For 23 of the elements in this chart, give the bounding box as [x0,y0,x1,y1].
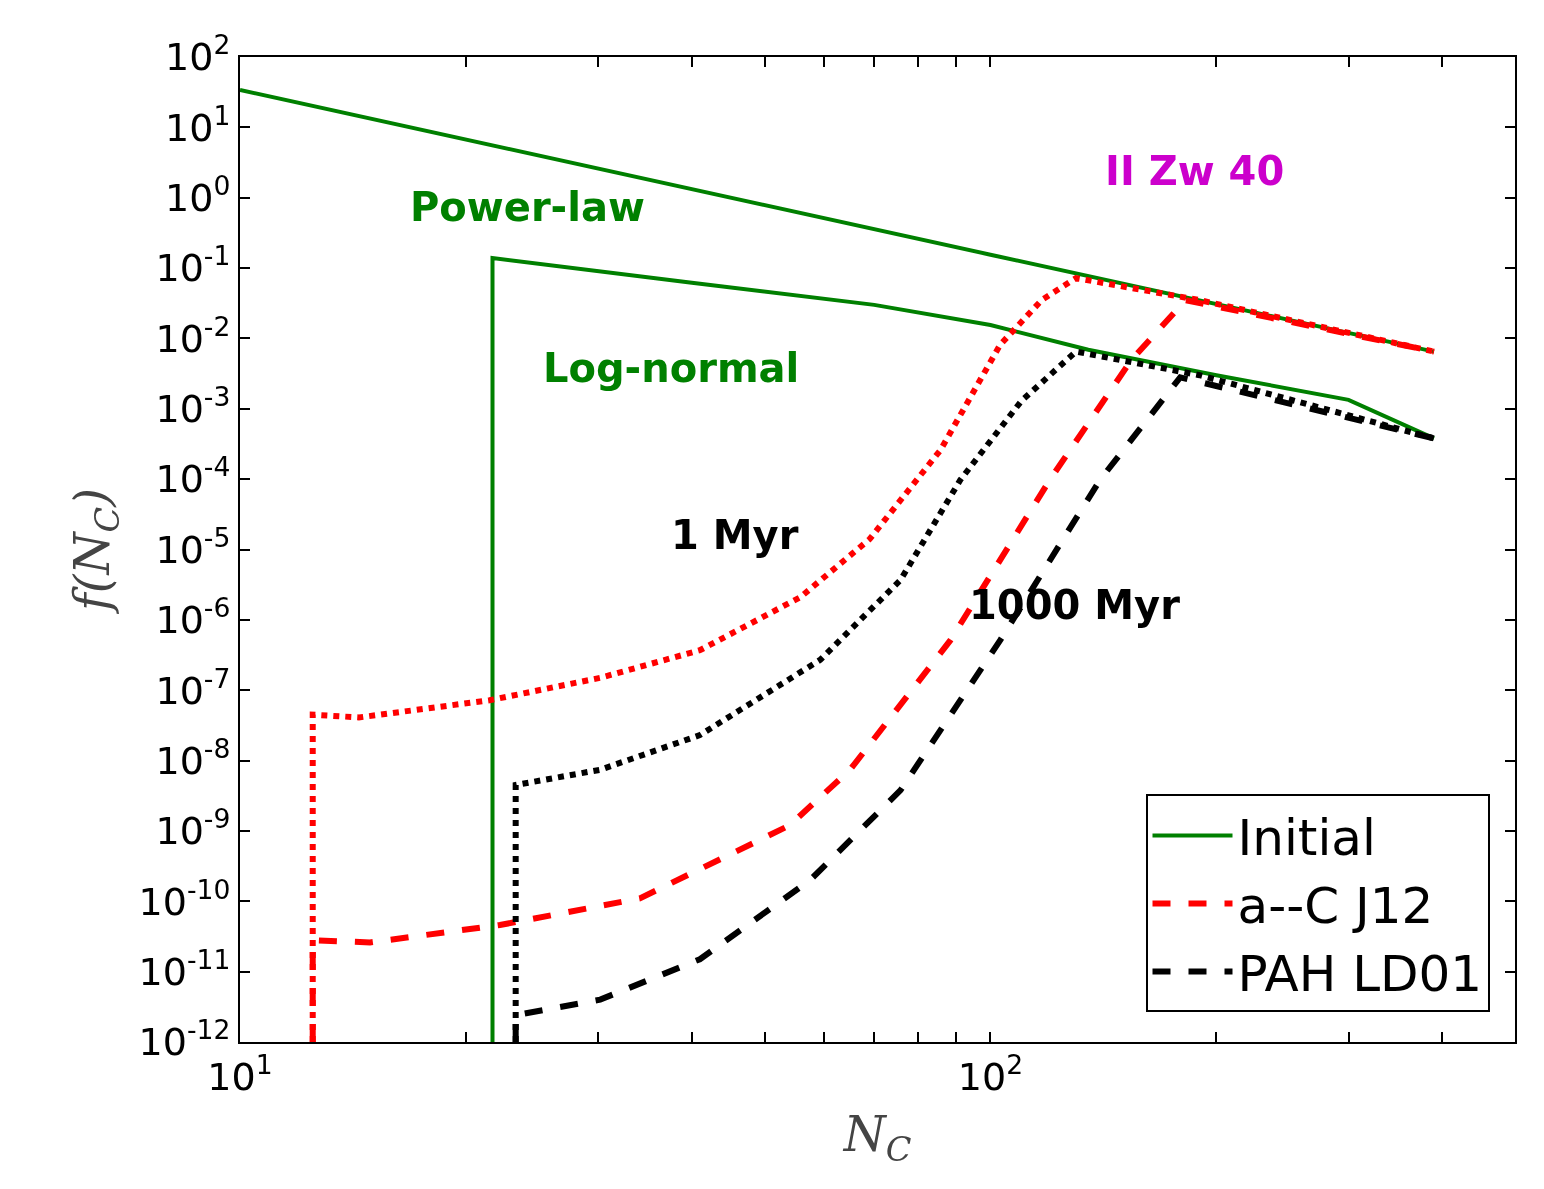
y-tick-label: 10$^{-2}$ [155,310,231,361]
y-tick-label: 10$^{2}$ [165,29,231,80]
y-tick-label: 10$^{-11}$ [138,943,231,994]
y-tick-label: 10$^{-3}$ [155,381,231,432]
legend-label: Initial [1237,808,1376,867]
annotation: Log-normal [543,345,800,391]
y-tick-label: 10$^{-4}$ [155,451,231,502]
legend-label: PAH LD01 [1237,944,1483,1003]
annotation: II Zw 40 [1105,148,1285,194]
legend-label: a--C J12 [1237,876,1434,935]
annotation: Power-law [410,184,645,230]
annotation: 1000 Myr [969,582,1181,628]
y-tick-label: 10$^{-8}$ [155,732,231,783]
y-tick-label: 10$^{-10}$ [138,873,231,924]
y-tick-label: 10$^{-6}$ [155,592,231,643]
annotation: 1 Myr [671,512,799,558]
y-tick-label: 10$^{-1}$ [155,240,231,291]
y-tick-label: 10$^{-9}$ [155,803,231,854]
y-tick-label: 10$^{0}$ [165,170,231,221]
x-axis-title: N$_{C}$ [842,1106,912,1170]
y-tick-label: 10$^{-5}$ [155,521,231,572]
y-tick-label: 10$^{-7}$ [155,662,231,713]
y-tick-label: 10$^{1}$ [165,99,231,150]
